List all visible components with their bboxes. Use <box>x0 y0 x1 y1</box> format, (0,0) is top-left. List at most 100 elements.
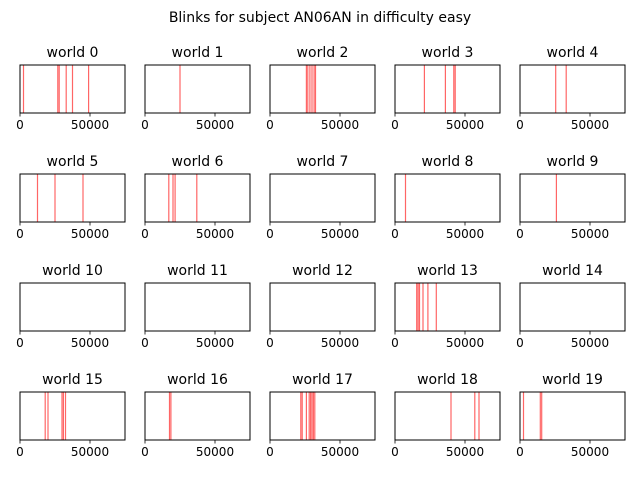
subplot-title: world 10 <box>42 263 103 279</box>
x-tick-label: 50000 <box>196 445 234 459</box>
subplot-world-17: world 17 0 50000 <box>266 372 376 459</box>
axes-frame <box>144 282 251 332</box>
subplot-world-8: world 8 0 50000 <box>391 154 501 241</box>
subplot-title: world 2 <box>297 45 349 61</box>
axes-frame <box>519 173 626 223</box>
axes-frame <box>144 64 251 114</box>
subplot-world-14: world 14 0 50000 <box>516 263 626 350</box>
axes-frame <box>394 173 501 223</box>
x-tick-label: 0 <box>141 227 149 241</box>
x-tick-label: 0 <box>516 118 524 132</box>
subplot-title: world 18 <box>417 372 478 388</box>
x-tick-label: 0 <box>516 227 524 241</box>
x-tick-label: 0 <box>516 336 524 350</box>
x-tick-label: 50000 <box>571 445 609 459</box>
subplot-title: world 17 <box>292 372 353 388</box>
x-tick-label: 0 <box>16 227 24 241</box>
subplot-title: world 7 <box>297 154 349 170</box>
axes-frame <box>519 64 626 114</box>
x-tick-label: 50000 <box>446 336 484 350</box>
subplot-world-5: world 5 0 50000 <box>16 154 126 241</box>
x-tick-label: 50000 <box>321 118 359 132</box>
axes-frame <box>269 173 376 223</box>
subplot-title: world 13 <box>417 263 478 279</box>
figure-title: Blinks for subject AN06AN in difficulty … <box>169 10 471 26</box>
x-tick-label: 50000 <box>196 336 234 350</box>
subplot-world-12: world 12 0 50000 <box>266 263 376 350</box>
subplot-world-18: world 18 0 50000 <box>391 372 501 459</box>
x-tick-label: 50000 <box>71 336 109 350</box>
subplot-world-19: world 19 0 50000 <box>516 372 626 459</box>
subplot-title: world 14 <box>542 263 603 279</box>
x-tick-label: 0 <box>16 336 24 350</box>
axes-frame <box>269 391 376 441</box>
x-tick-label: 0 <box>391 118 399 132</box>
subplot-world-13: world 13 0 50000 <box>391 263 501 350</box>
x-tick-label: 50000 <box>321 227 359 241</box>
x-tick-label: 0 <box>266 445 274 459</box>
x-tick-label: 50000 <box>321 445 359 459</box>
subplot-title: world 9 <box>547 154 599 170</box>
x-tick-label: 50000 <box>446 118 484 132</box>
axes-frame <box>19 391 126 441</box>
x-tick-label: 0 <box>141 336 149 350</box>
axes-frame <box>19 282 126 332</box>
axes-frame <box>144 173 251 223</box>
subplot-title: world 11 <box>167 263 228 279</box>
axes-frame <box>269 282 376 332</box>
x-tick-label: 0 <box>266 118 274 132</box>
subplot-world-16: world 16 0 50000 <box>141 372 251 459</box>
subplot-title: world 16 <box>167 372 228 388</box>
x-tick-label: 50000 <box>196 227 234 241</box>
subplot-title: world 0 <box>47 45 99 61</box>
x-tick-label: 0 <box>391 227 399 241</box>
subplot-world-11: world 11 0 50000 <box>141 263 251 350</box>
x-tick-label: 0 <box>391 336 399 350</box>
x-tick-label: 0 <box>266 336 274 350</box>
subplot-title: world 1 <box>172 45 224 61</box>
x-tick-label: 50000 <box>71 445 109 459</box>
axes-frame <box>394 282 501 332</box>
x-tick-label: 0 <box>16 118 24 132</box>
subplot-world-4: world 4 0 50000 <box>516 45 626 132</box>
subplot-title: world 6 <box>172 154 224 170</box>
axes-frame <box>19 173 126 223</box>
x-tick-label: 0 <box>266 227 274 241</box>
x-tick-label: 0 <box>16 445 24 459</box>
axes-frame <box>394 64 501 114</box>
x-tick-label: 50000 <box>196 118 234 132</box>
subplot-title: world 3 <box>422 45 474 61</box>
x-tick-label: 50000 <box>571 227 609 241</box>
subplot-title: world 19 <box>542 372 603 388</box>
subplot-title: world 15 <box>42 372 103 388</box>
x-tick-label: 0 <box>516 445 524 459</box>
subplot-world-9: world 9 0 50000 <box>516 154 626 241</box>
subplot-world-15: world 15 0 50000 <box>16 372 126 459</box>
subplot-world-7: world 7 0 50000 <box>266 154 376 241</box>
x-tick-label: 50000 <box>446 445 484 459</box>
x-tick-label: 50000 <box>571 118 609 132</box>
axes-frame <box>519 282 626 332</box>
x-tick-label: 50000 <box>321 336 359 350</box>
x-tick-label: 0 <box>141 445 149 459</box>
subplot-world-1: world 1 0 50000 <box>141 45 251 132</box>
subplot-title: world 8 <box>422 154 474 170</box>
x-tick-label: 0 <box>391 445 399 459</box>
subplot-world-3: world 3 0 50000 <box>391 45 501 132</box>
subplot-world-10: world 10 0 50000 <box>16 263 126 350</box>
subplot-world-0: world 0 0 50000 <box>16 45 126 132</box>
subplot-title: world 4 <box>547 45 599 61</box>
x-tick-label: 0 <box>141 118 149 132</box>
subplot-world-2: world 2 0 50000 <box>266 45 376 132</box>
axes-frame <box>394 391 501 441</box>
x-tick-label: 50000 <box>71 227 109 241</box>
x-tick-label: 50000 <box>571 336 609 350</box>
subplot-world-6: world 6 0 50000 <box>141 154 251 241</box>
axes-frame <box>519 391 626 441</box>
subplot-title: world 5 <box>47 154 99 170</box>
subplot-title: world 12 <box>292 263 353 279</box>
x-tick-label: 50000 <box>71 118 109 132</box>
